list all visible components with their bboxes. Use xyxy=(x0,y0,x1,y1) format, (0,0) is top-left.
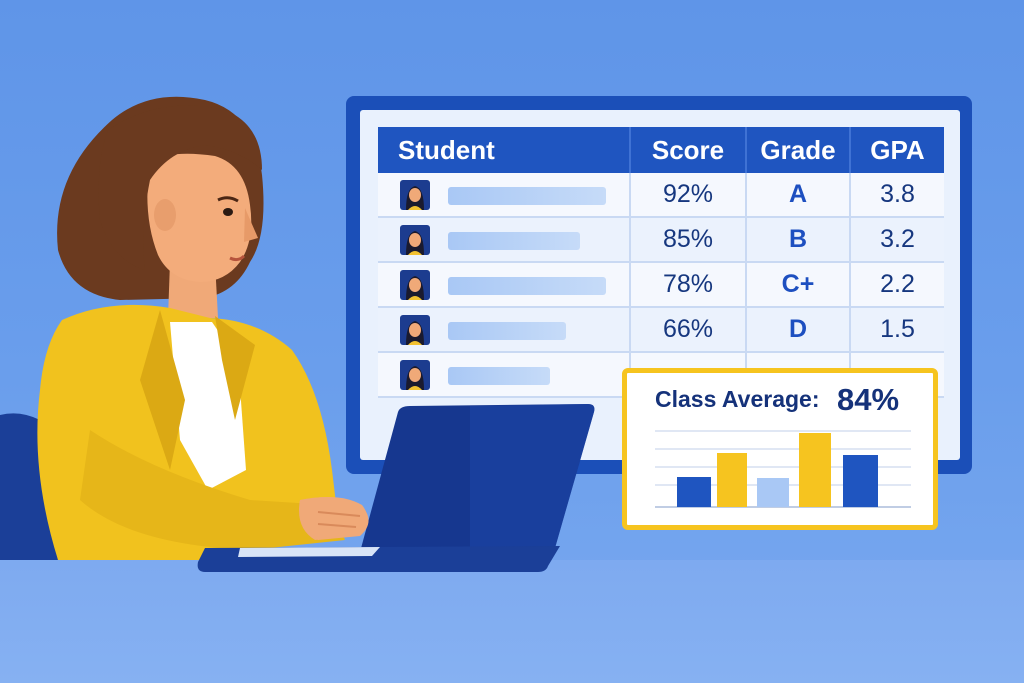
gpa-cell: 1.5 xyxy=(850,307,944,353)
table-row[interactable]: 66% D 1.5 xyxy=(378,307,944,353)
header-gpa[interactable]: GPA xyxy=(850,127,944,173)
score-cell: 85% xyxy=(630,217,747,263)
student-name-placeholder xyxy=(448,367,550,385)
mini-bar-chart xyxy=(655,430,911,508)
table-row[interactable]: 85% B 3.2 xyxy=(378,217,944,263)
gpa-cell: 3.8 xyxy=(850,173,944,218)
gpa-cell: 3.2 xyxy=(850,217,944,263)
grade-cell: A xyxy=(746,173,851,218)
student-name-placeholder xyxy=(448,277,606,295)
student-name-placeholder xyxy=(448,187,606,205)
table-row[interactable]: 92% A 3.8 xyxy=(378,173,944,218)
class-average-value: 84% xyxy=(837,382,900,417)
header-grade[interactable]: Grade xyxy=(746,127,851,173)
student-avatar xyxy=(400,180,430,210)
gpa-cell: 2.2 xyxy=(850,262,944,308)
mini-bar xyxy=(799,433,831,507)
table-row[interactable]: 78% C+ 2.2 xyxy=(378,262,944,308)
grade-cell: C+ xyxy=(746,262,851,308)
student-avatar xyxy=(400,315,430,345)
student-avatar xyxy=(400,225,430,255)
student-avatar xyxy=(400,270,430,300)
student-name-placeholder xyxy=(448,232,580,250)
student-avatar xyxy=(400,360,430,390)
student-cell xyxy=(378,262,631,308)
header-score[interactable]: Score xyxy=(630,127,747,173)
desk-surface xyxy=(0,560,1024,683)
table-header-row: Student Score Grade GPA xyxy=(378,127,944,173)
grade-cell: B xyxy=(746,217,851,263)
score-cell: 66% xyxy=(630,307,747,353)
score-cell: 78% xyxy=(630,262,747,308)
grades-table: Student Score Grade GPA 92% A 3.8 xyxy=(378,127,944,398)
score-cell: 92% xyxy=(630,173,747,218)
student-cell xyxy=(378,307,631,353)
mini-bar xyxy=(717,453,747,507)
student-cell xyxy=(378,217,631,263)
student-cell xyxy=(378,352,631,398)
student-name-placeholder xyxy=(448,322,566,340)
header-student[interactable]: Student xyxy=(378,127,631,173)
class-average-label: Class Average: xyxy=(655,386,820,412)
mini-bar xyxy=(757,478,789,507)
mini-bar xyxy=(843,455,878,507)
grade-cell: D xyxy=(746,307,851,353)
mini-bar xyxy=(677,477,711,507)
student-cell xyxy=(378,173,631,218)
